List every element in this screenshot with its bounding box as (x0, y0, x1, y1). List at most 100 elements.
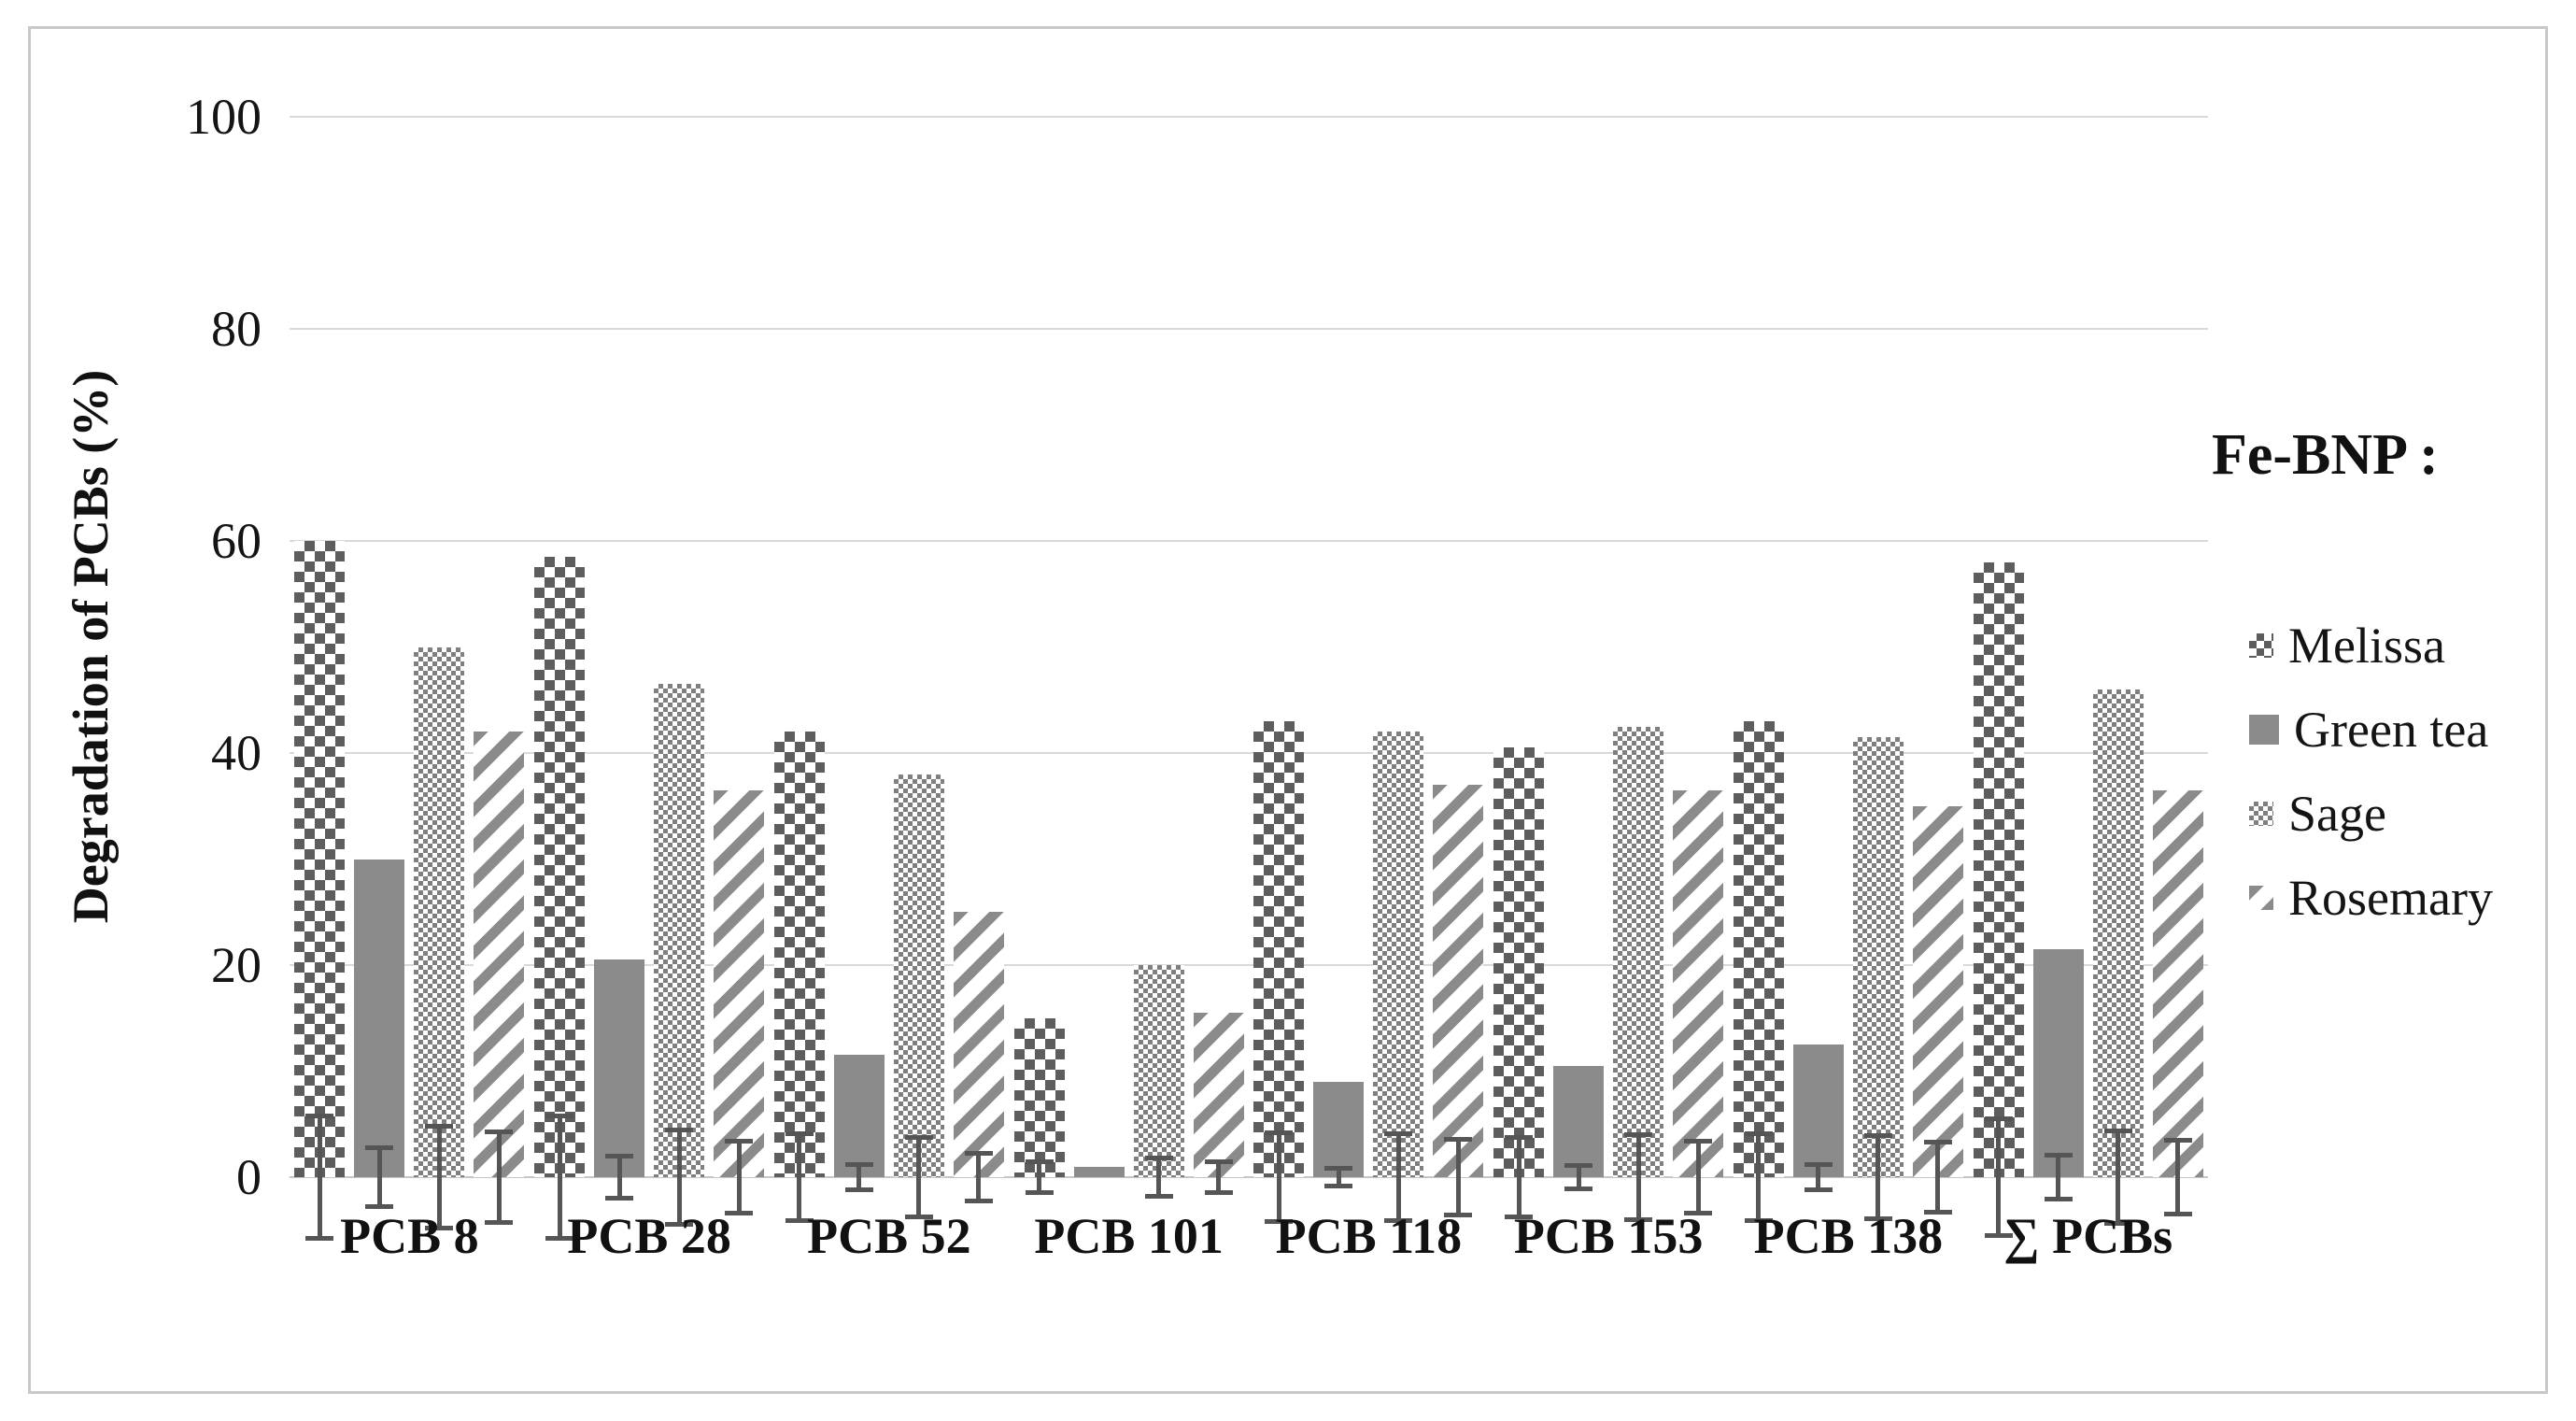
bar-Green tea-PCB 52 (833, 1055, 885, 1192)
x-category-label-PCB 153: PCB 153 (1513, 1208, 1704, 1264)
error-bar-cap-top (1204, 1158, 1233, 1164)
error-bar-Melissa-PCB 153 (1505, 1134, 1534, 1220)
y-tick-label-40: 40 (211, 725, 262, 781)
error-bar-cap-bottom (1324, 1184, 1353, 1189)
error-bar-cap-top (1744, 1131, 1773, 1137)
x-category-label-PCB 28: PCB 28 (567, 1208, 731, 1264)
error-bar-cap-top (1384, 1131, 1413, 1137)
error-bar-line (797, 1131, 802, 1223)
legend-item-Green tea: Green tea (2249, 702, 2488, 758)
error-bar-Green tea-PCB 28 (605, 1154, 634, 1201)
error-bar-cap-bottom (545, 1236, 574, 1242)
error-bar-cap-top (1265, 1130, 1294, 1136)
bar-Rosemary-PCB 153 (1673, 789, 1724, 1215)
bar-group-PCB 138 (1729, 117, 1969, 1223)
error-bar-line (1935, 1140, 1941, 1215)
gridline-60 (290, 540, 2208, 542)
error-bar-cap-bottom (1444, 1213, 1473, 1218)
error-bar-cap-bottom (785, 1217, 814, 1223)
error-bar-cap-top (904, 1134, 933, 1140)
x-category-label-PCB 52: PCB 52 (807, 1208, 971, 1264)
bar-Rosemary-PCB 52 (953, 912, 1004, 1204)
bar-Melissa-PCB 28 (534, 557, 586, 1242)
error-bar-line (736, 1139, 742, 1215)
error-bar-line (976, 1150, 982, 1204)
error-bar-Green tea-PCB 153 (1564, 1163, 1593, 1191)
x-category-label-PCB 138: PCB 138 (1753, 1208, 1944, 1264)
y-tick-label-60: 60 (211, 513, 262, 569)
gridline-20 (290, 964, 2208, 966)
bar-Sage-PCB 52 (893, 774, 944, 1220)
y-tick-label-20: 20 (211, 937, 262, 993)
error-bar-Green tea-PCB 52 (844, 1162, 873, 1192)
error-bar-line (916, 1134, 922, 1220)
bar-Rosemary-PCB 118 (1433, 785, 1484, 1218)
bar-Green tea-PCB 28 (594, 959, 645, 1201)
error-bar-line (1996, 1116, 2002, 1238)
error-bar-Melissa-PCB 138 (1744, 1131, 1773, 1223)
error-bar-line (1516, 1134, 1522, 1220)
y-tick-label-80: 80 (211, 301, 262, 357)
error-bar-cap-bottom (1804, 1187, 1833, 1192)
error-bar-line (856, 1162, 862, 1192)
error-bar-cap-bottom (485, 1220, 514, 1226)
bar-Sage-PCB 153 (1613, 726, 1664, 1222)
legend-item-Sage: Sage (2249, 786, 2386, 842)
error-bar-line (376, 1144, 382, 1210)
error-bar-line (496, 1129, 502, 1226)
error-bar-cap-bottom (1923, 1209, 1952, 1215)
error-bar-Rosemary-PCB 138 (1923, 1140, 1952, 1215)
bar-Sage-PCB 8 (414, 647, 465, 1230)
error-bar-cap-top (1505, 1134, 1534, 1140)
error-bar-Melissa-PCB 8 (305, 1113, 334, 1242)
error-bar-cap-bottom (365, 1204, 394, 1210)
bar-Sage-PCB 101 (1133, 965, 1184, 1199)
bar-Melissa-PCB 138 (1733, 720, 1784, 1223)
bar-Green tea-PCB 118 (1313, 1081, 1365, 1189)
bar-Melissa-PCB 118 (1253, 720, 1305, 1224)
error-bar-Melissa-PCB 28 (545, 1113, 574, 1242)
bar-group-PCB 118 (1249, 117, 1489, 1224)
y-tick-label-100: 100 (186, 89, 262, 145)
legend-label-Sage: Sage (2288, 786, 2386, 842)
bar-Melissa-∑ PCBs (1973, 561, 2024, 1238)
error-bar-cap-top (844, 1162, 873, 1168)
error-bar-Rosemary-PCB 28 (725, 1139, 754, 1215)
error-bar-line (2175, 1138, 2181, 1216)
legend: Fe-BNP : Melissa Green tea Sage Rosemary (2212, 422, 2548, 926)
error-bar-cap-bottom (1684, 1210, 1713, 1215)
bar-group-PCB 52 (770, 117, 1010, 1223)
error-bar-line (2116, 1128, 2121, 1227)
legend-item-Melissa: Melissa (2249, 618, 2445, 674)
error-bar-line (1576, 1163, 1581, 1191)
legend-item-Rosemary: Rosemary (2249, 870, 2493, 926)
bar-Rosemary-PCB 138 (1912, 805, 1963, 1215)
error-bar-cap-top (305, 1113, 334, 1118)
bar-Rosemary-PCB 8 (474, 732, 525, 1226)
bar-Green tea-∑ PCBs (2032, 948, 2084, 1202)
error-bar-cap-top (2044, 1152, 2073, 1158)
error-bar-Rosemary-PCB 153 (1684, 1139, 1713, 1215)
error-bar-Green tea-PCB 8 (365, 1144, 394, 1210)
error-bar-cap-bottom (844, 1187, 873, 1192)
error-bar-Green tea-PCB 118 (1324, 1165, 1353, 1189)
legend-label-Rosemary: Rosemary (2288, 870, 2493, 926)
error-bar-line (1756, 1131, 1762, 1223)
error-bar-line (1635, 1132, 1641, 1222)
x-category-label-PCB 101: PCB 101 (1034, 1208, 1224, 1264)
bar-Green tea-PCB 153 (1553, 1065, 1605, 1191)
error-bar-cap-bottom (1204, 1190, 1233, 1196)
error-bar-cap-top (1444, 1136, 1473, 1142)
bar-Rosemary-PCB 101 (1193, 1013, 1244, 1196)
bar-Sage-PCB 28 (654, 684, 705, 1228)
melissa-pattern-icon (2249, 633, 2273, 658)
error-bar-Melissa-PCB 52 (785, 1131, 814, 1223)
bar-Rosemary-∑ PCBs (2152, 789, 2203, 1216)
error-bar-line (1037, 1158, 1042, 1196)
error-bar-Melissa-PCB 101 (1025, 1158, 1054, 1196)
bar-group-PCB 101 (1009, 117, 1249, 1199)
error-bar-line (1455, 1136, 1461, 1218)
error-bar-cap-top (1984, 1116, 2013, 1122)
error-bar-cap-bottom (1863, 1215, 1892, 1221)
